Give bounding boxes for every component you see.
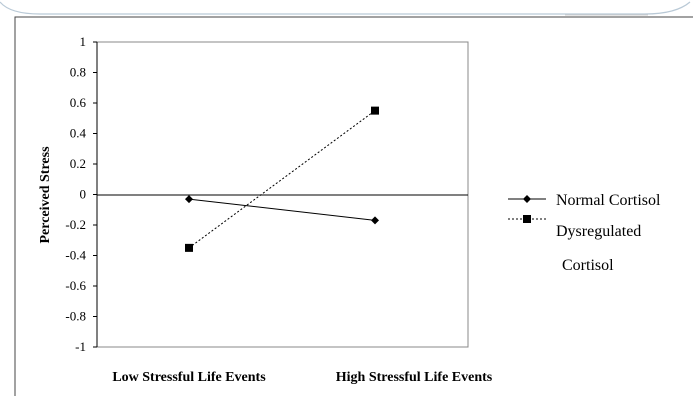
legend-diamond-marker <box>523 195 531 203</box>
legend-entry-dysregulated-cortisol: Dysregulated Cortisol <box>508 215 641 274</box>
y-axis-tick-labels: 1 0.8 0.6 0.4 0.2 0 -0.2 -0.4 -0.6 -0.8 -1 <box>65 34 86 354</box>
data-point-normal-cortisol-0 <box>185 195 193 204</box>
series-line-dysregulated-cortisol <box>188 110 376 249</box>
data-point-dysregulated-cortisol-0 <box>185 243 193 252</box>
frame-border-curve <box>0 1 691 15</box>
legend-entry-normal-cortisol: Normal Cortisol <box>508 192 661 209</box>
series-lines <box>188 110 376 249</box>
legend-square-marker <box>523 215 531 223</box>
y-tick-label: -0.4 <box>65 248 86 263</box>
y-tick-label: -0.8 <box>65 309 86 324</box>
y-tick-label: 1 <box>80 34 87 49</box>
category-label-high: High Stressful Life Events <box>336 370 493 385</box>
y-tick-label: -0.6 <box>65 278 86 293</box>
window-frame-top <box>0 1 691 16</box>
y-tick-label: 0 <box>80 187 87 202</box>
category-label-low: Low Stressful Life Events <box>112 370 266 385</box>
y-axis-ticks <box>93 41 97 348</box>
legend: Normal Cortisol Dysregulated Cortisol <box>508 192 661 274</box>
y-tick-label: 0.4 <box>70 126 87 141</box>
series-line-normal-cortisol <box>188 198 376 221</box>
y-tick-label: -0.2 <box>65 217 86 232</box>
data-point-dysregulated-cortisol-1 <box>371 106 379 115</box>
y-tick-label: -1 <box>75 339 86 354</box>
legend-label-normal-cortisol: Normal Cortisol <box>556 192 661 209</box>
legend-label-dysregulated-line2: Cortisol <box>562 257 614 274</box>
y-tick-label: 0.6 <box>70 95 87 110</box>
series-markers <box>185 106 379 252</box>
data-point-normal-cortisol-1 <box>371 216 379 225</box>
y-tick-label: 0.2 <box>70 156 86 171</box>
legend-label-dysregulated-line1: Dysregulated <box>556 223 641 240</box>
chart-area-border <box>14 16 693 396</box>
y-tick-label: 0.8 <box>70 65 86 80</box>
y-axis-title: Perceived Stress <box>38 146 53 244</box>
